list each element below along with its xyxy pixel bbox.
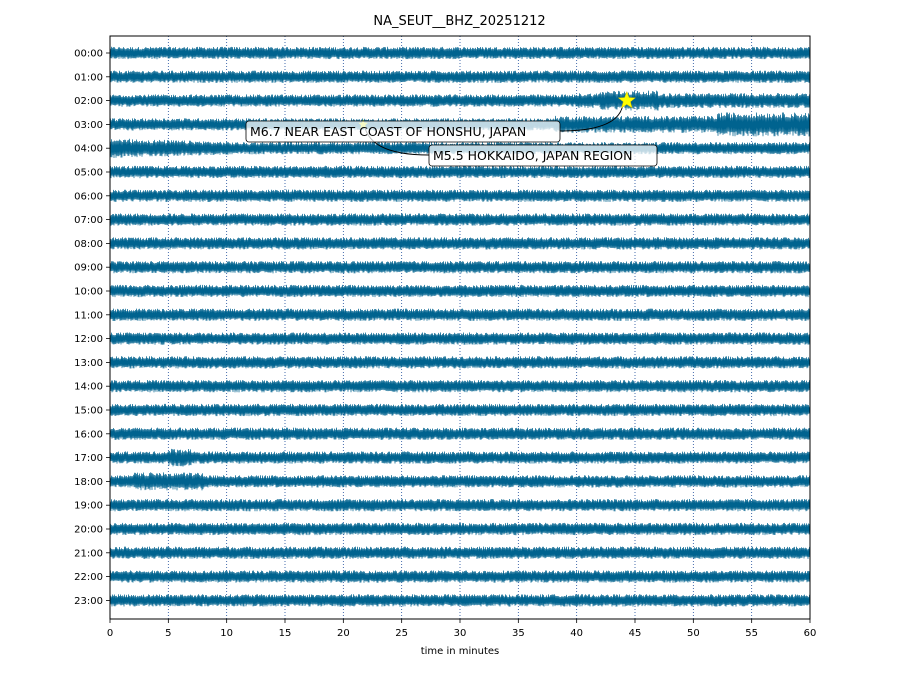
y-tick-label: 12:00 bbox=[74, 334, 103, 345]
grid-lines bbox=[167, 36, 753, 619]
trace-row bbox=[109, 308, 811, 322]
y-tick-label: 07:00 bbox=[74, 215, 103, 226]
y-tick-label: 18:00 bbox=[74, 477, 103, 488]
y-tick-label: 06:00 bbox=[74, 191, 103, 202]
chart-title: NA_SEUT__BHZ_20251212 bbox=[373, 14, 545, 29]
y-tick-label: 15:00 bbox=[74, 406, 103, 417]
trace-row bbox=[109, 332, 811, 345]
trace-row bbox=[109, 472, 811, 491]
y-tick-label: 23:00 bbox=[74, 596, 103, 607]
y-tick-label: 22:00 bbox=[74, 572, 103, 583]
trace-row bbox=[109, 570, 811, 583]
trace-row bbox=[109, 189, 811, 203]
trace-row bbox=[109, 356, 811, 369]
y-tick-label: 11:00 bbox=[74, 310, 103, 321]
x-axis-label: time in minutes bbox=[421, 646, 500, 657]
y-tick-label: 20:00 bbox=[74, 525, 103, 536]
y-tick-label: 21:00 bbox=[74, 548, 103, 559]
x-tick-label: 40 bbox=[570, 628, 583, 639]
trace-row bbox=[109, 403, 811, 417]
x-tick-label: 25 bbox=[395, 628, 408, 639]
event-star-marker bbox=[617, 90, 637, 109]
y-tick-label: 19:00 bbox=[74, 501, 103, 512]
annotation-arrow bbox=[559, 104, 624, 132]
trace-row bbox=[109, 498, 811, 512]
y-tick-label: 01:00 bbox=[74, 72, 103, 83]
trace-row bbox=[109, 546, 811, 560]
x-tick-label: 35 bbox=[512, 628, 525, 639]
y-tick-label: 09:00 bbox=[74, 263, 103, 274]
trace-row bbox=[109, 90, 811, 111]
event-label: M5.5 HOKKAIDO, JAPAN REGION bbox=[433, 148, 632, 163]
x-tick-label: 45 bbox=[629, 628, 642, 639]
x-axis-ticks: 0 5 10 15 20 25 30 35 40 45 50 55 60 bbox=[107, 619, 817, 639]
event-label: M6.7 NEAR EAST COAST OF HONSHU, JAPAN bbox=[250, 124, 526, 139]
y-tick-label: 03:00 bbox=[74, 120, 103, 131]
y-tick-label: 02:00 bbox=[74, 96, 103, 107]
x-tick-label: 30 bbox=[454, 628, 467, 639]
trace-row bbox=[109, 165, 811, 179]
y-tick-label: 17:00 bbox=[74, 453, 103, 464]
trace-row bbox=[109, 70, 811, 84]
y-tick-label: 05:00 bbox=[74, 168, 103, 179]
trace-row bbox=[109, 260, 811, 274]
trace-row bbox=[109, 213, 811, 226]
annotation-box bbox=[428, 144, 658, 167]
x-tick-label: 0 bbox=[107, 628, 113, 639]
trace-row bbox=[109, 284, 811, 298]
annotation-box bbox=[245, 120, 561, 143]
trace-row bbox=[109, 448, 811, 467]
y-axis-ticks: 00:00 01:00 02:00 03:00 04:00 05:00 06:00 07:00… bbox=[74, 49, 110, 607]
y-tick-label: 00:00 bbox=[74, 49, 103, 60]
y-tick-label: 04:00 bbox=[74, 144, 103, 155]
x-tick-label: 50 bbox=[687, 628, 700, 639]
x-tick-label: 5 bbox=[165, 628, 171, 639]
x-tick-label: 20 bbox=[337, 628, 350, 639]
y-tick-label: 16:00 bbox=[74, 429, 103, 440]
x-tick-label: 55 bbox=[745, 628, 758, 639]
trace-row bbox=[109, 594, 811, 607]
trace-row bbox=[109, 237, 811, 250]
x-tick-label: 10 bbox=[220, 628, 233, 639]
y-tick-label: 10:00 bbox=[74, 287, 103, 298]
trace-row bbox=[109, 427, 811, 441]
y-tick-label: 08:00 bbox=[74, 239, 103, 250]
y-tick-label: 13:00 bbox=[74, 358, 103, 369]
trace-row bbox=[109, 380, 811, 393]
event-annotations: M6.7 NEAR EAST COAST OF HONSHU, JAPAN M5.… bbox=[245, 90, 658, 167]
trace-row bbox=[109, 522, 811, 536]
trace-row bbox=[109, 46, 811, 60]
x-tick-label: 60 bbox=[804, 628, 817, 639]
x-tick-label: 15 bbox=[279, 628, 292, 639]
y-tick-label: 14:00 bbox=[74, 382, 103, 393]
